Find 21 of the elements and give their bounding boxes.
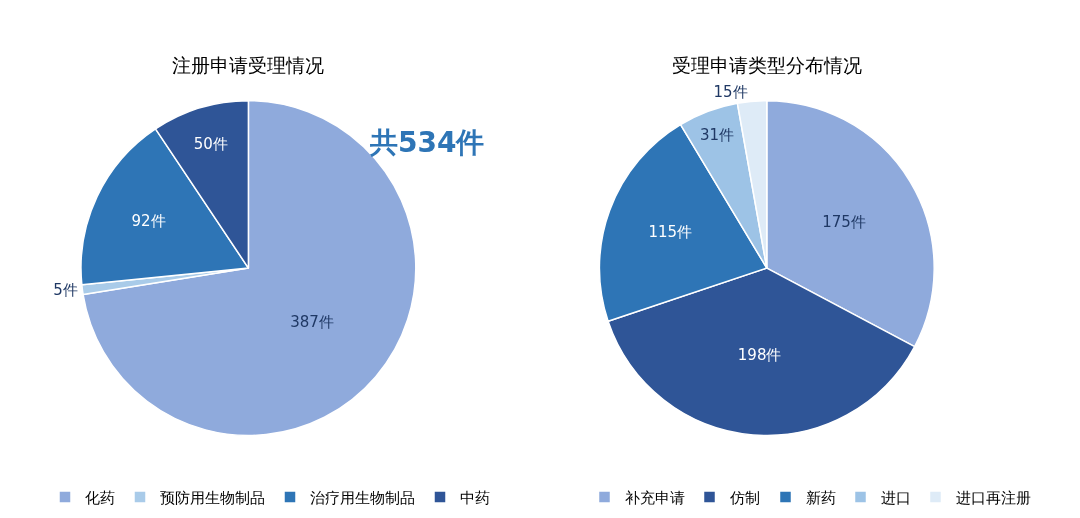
legend-label: 预防用生物制品 [160, 488, 265, 507]
legend-label: 新药 [805, 488, 836, 507]
data-label: 198件 [737, 346, 782, 365]
data-label: 387件 [290, 313, 334, 332]
data-label: 15件 [713, 83, 748, 102]
chart-title: 受理申请类型分布情况 [672, 54, 862, 76]
legend-label: 治疗用生物制品 [310, 488, 415, 507]
chart-title: 注册申请受理情况 [172, 54, 324, 76]
legend-label: 仿制 [728, 488, 760, 507]
text: 共534件 [369, 126, 485, 159]
legend-label: 补充申请 [624, 488, 685, 507]
legend-label: 中药 [460, 488, 490, 507]
data-label: 5件 [53, 280, 78, 299]
data-label: 31件 [699, 126, 735, 145]
data-label: 175件 [822, 212, 866, 231]
data-label: 92件 [131, 211, 166, 230]
legend-label: 进口再注册 [955, 488, 1031, 507]
data-label: 115件 [648, 223, 693, 242]
data-label: 50件 [193, 134, 228, 153]
legend-label: 进口 [880, 488, 911, 507]
legend-label: 化药 [85, 488, 115, 507]
